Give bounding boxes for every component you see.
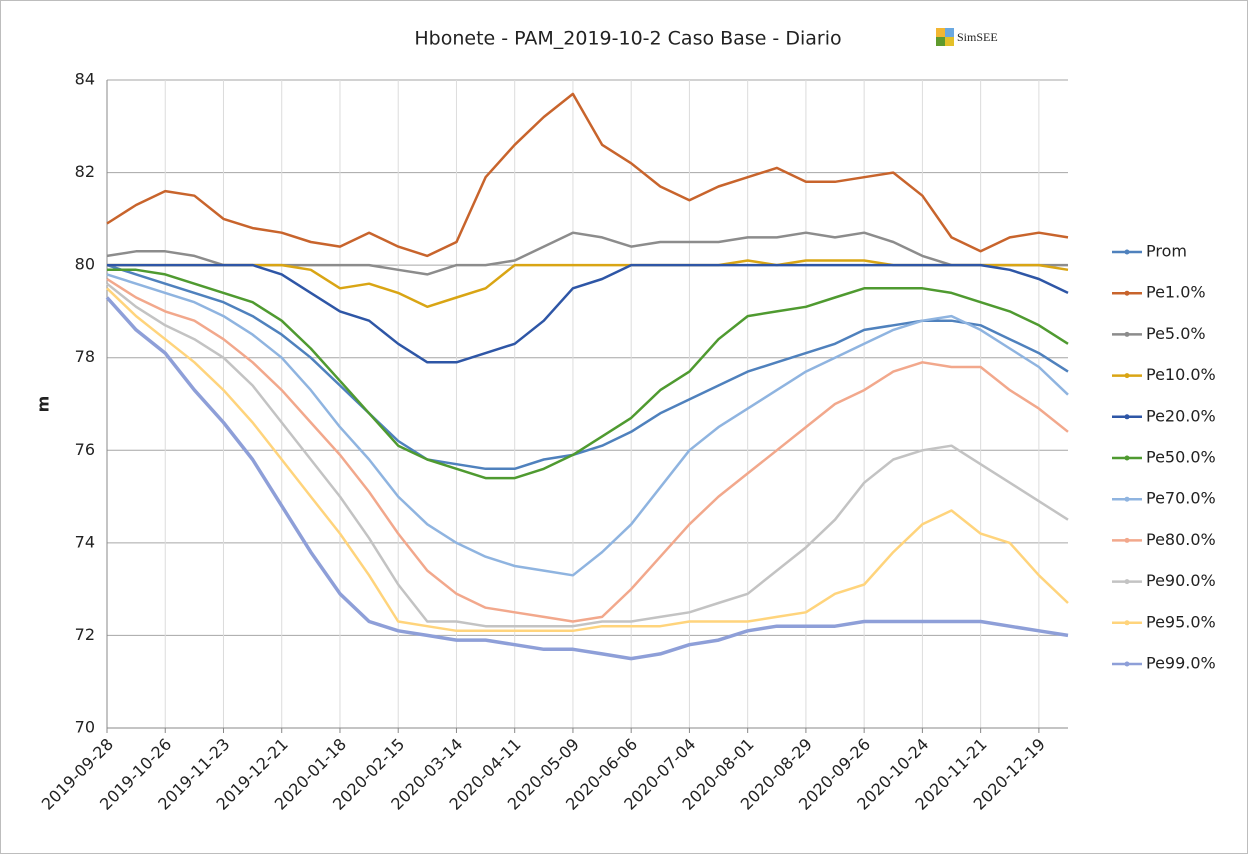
series-line [106,263,1069,471]
y-axis-label: m [34,396,53,413]
legend-label: Pe70.0% [1146,489,1216,508]
y-tick-label: 76 [75,440,95,459]
legend-marker [1124,373,1130,379]
logo-icon [936,28,954,46]
legend-marker [1124,290,1130,296]
legend-marker [1124,579,1130,585]
chart-title: Hbonete - PAM_2019-10-2 Caso Base - Diar… [414,28,841,50]
series-line [106,277,1069,623]
series-line [106,287,1069,633]
legend-label: Pe5.0% [1146,324,1206,343]
legend-label: Pe95.0% [1146,612,1216,631]
legend-marker [1124,537,1130,543]
y-tick-label: 74 [75,532,95,551]
y-tick-label: 78 [75,347,95,366]
logo-text: SimSEE [957,30,998,44]
legend-label: Pe50.0% [1146,448,1216,467]
legend-marker [1124,331,1130,337]
legend-label: Pe20.0% [1146,406,1216,425]
series-line [106,273,1069,577]
y-tick-label: 80 [75,255,95,274]
series-line [106,92,1069,258]
legend-label: Pe10.0% [1146,365,1216,384]
legend-label: Prom [1146,242,1187,261]
y-tick-label: 72 [75,625,95,644]
legend-label: Pe1.0% [1146,283,1206,302]
series-line [105,296,1069,661]
legend-label: Pe80.0% [1146,530,1216,549]
legend-label: Pe99.0% [1146,654,1216,673]
legend-marker [1124,661,1130,667]
legend-label: Pe90.0% [1146,571,1216,590]
legend-marker [1124,414,1130,420]
legend-marker [1124,620,1130,626]
legend-marker [1124,496,1130,502]
y-tick-label: 82 [75,162,95,181]
legend-marker [1124,455,1130,461]
y-tick-label: 84 [75,70,95,89]
series-line [106,282,1069,628]
legend-marker [1124,249,1130,255]
series-line [107,268,1069,480]
y-tick-label: 70 [75,718,95,737]
series-line [107,263,1069,364]
